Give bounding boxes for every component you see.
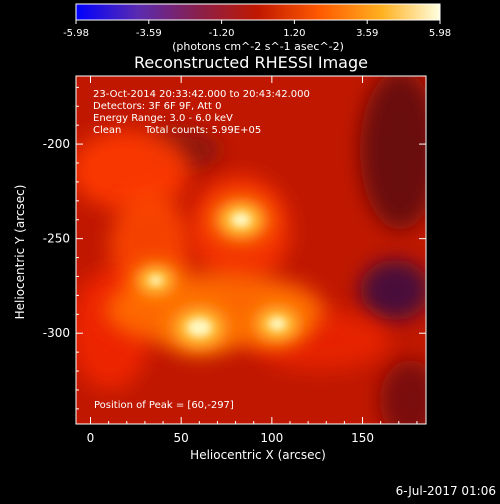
heatmap-image [76, 76, 426, 424]
annotation-detectors: Detectors: 3F 6F 9F, Att 0 [93, 101, 221, 112]
colorbar-tick-label: 1.20 [283, 28, 305, 39]
plot-frame [75, 75, 427, 425]
colorbar-unit-label: (photons cm^-2 s^-1 asec^-2) [172, 40, 344, 53]
annotation-method: Clean [93, 125, 121, 136]
emission-sources [131, 196, 306, 354]
annotation-total-counts: Total counts: 5.99E+05 [144, 125, 261, 136]
y-axis-label: Heliocentric Y (arcsec) [13, 185, 27, 320]
colorbar-gradient [75, 3, 441, 21]
x-tick-label: 0 [87, 431, 95, 445]
colorbar: -5.98 -3.59 -1.20 1.20 3.59 5.98 (photons cm^… [63, 3, 451, 53]
x-axis-label: Heliocentric X (arcsec) [190, 448, 326, 462]
x-axis: 0 50 100 150 [87, 76, 418, 445]
observation-annotations: 23-Oct-2014 20:33:42.000 to 20:43:42.000… [93, 89, 310, 136]
y-axis: -200 -250 -300 [43, 86, 426, 410]
annotation-energy-range: Energy Range: 3.0 - 6.0 keV [93, 113, 233, 124]
x-tick-label: 50 [174, 431, 189, 445]
chart-title: Reconstructed RHESSI Image [134, 53, 368, 72]
colorbar-tick-label: -1.20 [209, 28, 235, 39]
footer-date: 6-Jul-2017 01:06 [396, 484, 496, 498]
colorbar-tick-label: -5.98 [63, 28, 89, 39]
source-peak [149, 275, 162, 285]
peak-position-label: Position of Peak = [60,-297] [94, 400, 234, 411]
source-peak [187, 318, 212, 337]
colorbar-ticks: -5.98 -3.59 -1.20 1.20 3.59 5.98 [63, 20, 451, 39]
colorbar-tick-label: 3.59 [356, 28, 378, 39]
colorbar-tick-label: 5.98 [429, 28, 451, 39]
source-peak [268, 317, 286, 331]
source-peak [231, 212, 251, 227]
y-tick-label: -300 [43, 326, 70, 340]
x-tick-label: 100 [260, 431, 283, 445]
y-tick-label: -200 [43, 137, 70, 151]
annotation-time-range: 23-Oct-2014 20:33:42.000 to 20:43:42.000 [93, 89, 310, 100]
colorbar-tick-label: -3.59 [136, 28, 162, 39]
y-tick-label: -250 [43, 232, 70, 246]
x-tick-label: 150 [351, 431, 374, 445]
